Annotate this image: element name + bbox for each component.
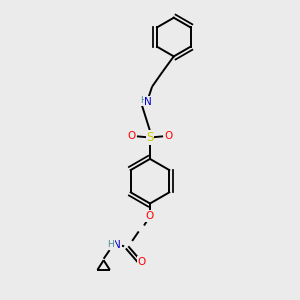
Text: S: S bbox=[146, 131, 154, 144]
Text: O: O bbox=[164, 131, 172, 141]
Text: H: H bbox=[140, 97, 146, 106]
Text: O: O bbox=[128, 131, 136, 141]
Text: H: H bbox=[107, 240, 114, 249]
Text: O: O bbox=[138, 257, 146, 267]
Text: N: N bbox=[144, 97, 152, 106]
Text: N: N bbox=[113, 240, 121, 250]
Text: O: O bbox=[146, 211, 154, 221]
